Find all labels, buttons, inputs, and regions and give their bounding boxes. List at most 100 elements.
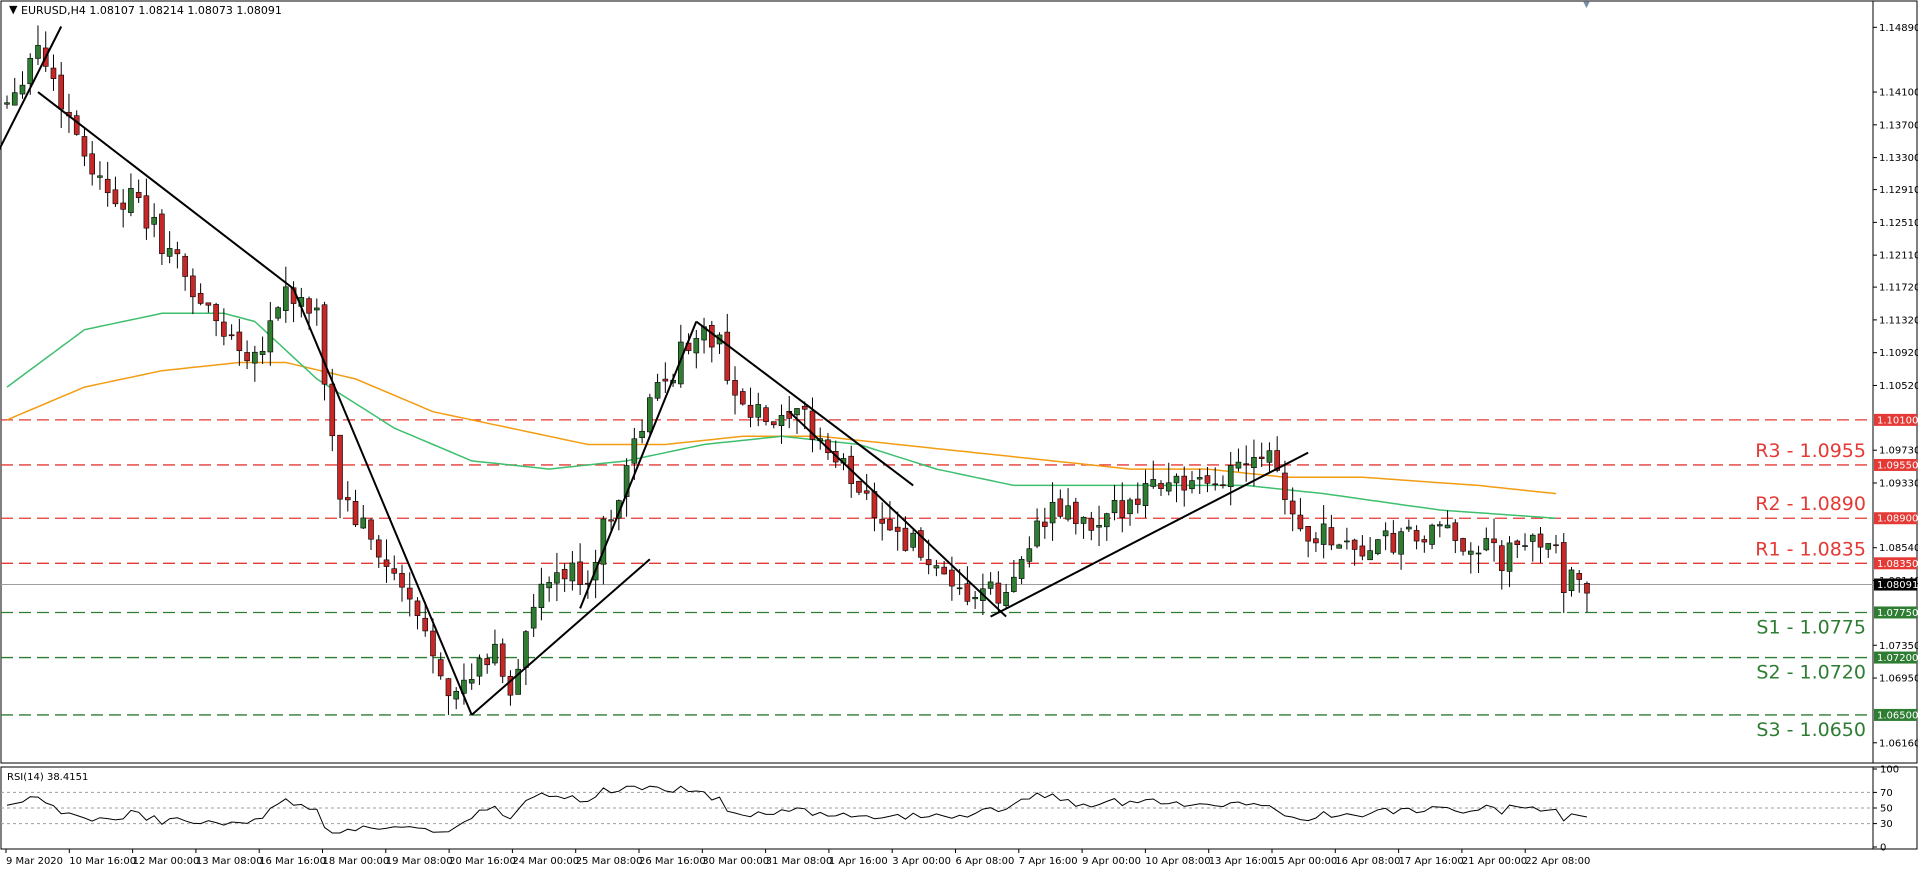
trendline-2[interactable] — [37, 91, 295, 290]
time-tick-label: 9 Apr 00:00 — [1082, 856, 1141, 867]
r2-label: R2 - 1.0890 — [1755, 493, 1866, 515]
level-price-tag — [1874, 651, 1917, 664]
rsi-tick-label: 0 — [1880, 843, 1886, 854]
candle-body — [910, 532, 916, 548]
time-tick-label: 10 Apr 08:00 — [1145, 856, 1210, 867]
candle-body — [1111, 500, 1118, 514]
time-tick-label: 21 Apr 00:00 — [1462, 856, 1527, 867]
price-tick-label: 1.06950 — [1879, 674, 1918, 685]
time-tick-label: 12 Mar 00:00 — [133, 856, 200, 867]
price-tick-label: 1.11720 — [1879, 283, 1918, 294]
candle-body — [1173, 475, 1180, 484]
rsi-tick-label: 50 — [1880, 804, 1893, 815]
current-price-tag — [1874, 578, 1917, 591]
candle-body — [964, 583, 971, 602]
price-tick-label: 1.10520 — [1879, 381, 1918, 392]
trendline-8[interactable] — [990, 451, 1309, 618]
candle-body — [159, 213, 165, 254]
candle-body — [1018, 559, 1025, 579]
level-price-tag-text: 1.06500 — [1877, 710, 1918, 721]
candle-body — [623, 465, 630, 497]
price-tick-label: 1.14890 — [1879, 23, 1918, 34]
candle-body — [352, 501, 359, 526]
candle-body — [1444, 524, 1451, 529]
candle-body — [1088, 518, 1095, 531]
candle-body — [221, 321, 227, 337]
candle-body — [739, 391, 746, 405]
candle-body — [1243, 463, 1249, 466]
time-tick-label: 24 Mar 00:00 — [512, 856, 579, 867]
candle-body — [391, 568, 398, 574]
rsi-tick-label: 100 — [1880, 765, 1899, 776]
level-price-tag — [1874, 606, 1917, 619]
candle-body — [321, 304, 328, 385]
candle-body — [430, 630, 436, 657]
candle-body — [143, 195, 150, 229]
candle-body — [1220, 484, 1226, 487]
candle-body — [561, 568, 568, 580]
price-panel[interactable]: 1.14890 1.14100 1.13700 1.13300 1.12910 1.125… — [0, 0, 1918, 764]
time-tick-label: 9 Mar 2020 — [6, 856, 63, 867]
time-tick-label: 16 Apr 08:00 — [1335, 856, 1400, 867]
candle-body — [182, 255, 188, 277]
level-price-tag-text: 1.07750 — [1877, 608, 1918, 619]
candle-body — [1057, 498, 1064, 517]
trendline-4[interactable] — [471, 558, 651, 716]
candle-body — [616, 500, 622, 519]
candle-body — [1491, 538, 1497, 544]
trendline-5[interactable] — [579, 321, 698, 609]
price-tick-label: 1.13700 — [1879, 120, 1918, 131]
candle-body — [1498, 545, 1505, 571]
candle-body — [236, 331, 243, 352]
level-price-tag — [1874, 458, 1917, 471]
candle-body — [252, 351, 258, 364]
trendline-6[interactable] — [695, 320, 914, 487]
level-price-tag — [1874, 708, 1917, 721]
candle-body — [368, 519, 374, 540]
candle-body — [1034, 520, 1040, 547]
time-tick-label: 13 Apr 16:00 — [1209, 856, 1274, 867]
candle-body — [1413, 530, 1420, 542]
candle-body — [50, 67, 57, 79]
price-tick-label: 1.09730 — [1879, 446, 1918, 457]
level-price-tag-text: 1.10100 — [1877, 415, 1918, 426]
candle-body — [174, 249, 181, 255]
candle-body — [1320, 523, 1327, 545]
shift-marker-icon[interactable]: ▼ — [1583, 0, 1590, 10]
candle-body — [1274, 450, 1280, 471]
candle-body — [507, 675, 514, 696]
candle-body — [1537, 533, 1544, 548]
trendline-1[interactable] — [0, 26, 63, 150]
rsi-tick-label: 70 — [1880, 788, 1893, 799]
header-dropdown-icon[interactable]: ▼ — [9, 3, 18, 16]
candle-body — [445, 678, 452, 697]
candle-body — [492, 643, 498, 664]
time-tick-label: 25 Mar 08:00 — [576, 856, 643, 867]
candle-body — [856, 480, 862, 493]
time-tick-label: 26 Mar 16:00 — [639, 856, 706, 867]
candle-body — [1011, 576, 1017, 592]
candle-body — [267, 320, 274, 353]
rsi-line — [6, 785, 1588, 834]
candle-body — [949, 569, 955, 587]
candle-body — [933, 565, 940, 569]
trendline-3[interactable] — [292, 288, 473, 716]
trendline-7[interactable] — [788, 410, 1007, 618]
level-price-tag-text: 1.08350 — [1877, 559, 1918, 570]
rsi-panel[interactable]: 100 70 50 30 0 RSI(14) 38.4151 — [0, 765, 1918, 854]
candle-body — [1529, 534, 1536, 542]
candle-body — [1406, 526, 1412, 530]
chart-header: ▼ EURUSD,H4 1.08107 1.08214 1.08073 1.08… — [9, 3, 282, 17]
candle-body — [1584, 583, 1590, 594]
candle-body — [1460, 538, 1466, 552]
candle-body — [313, 307, 320, 311]
time-tick-label: 15 Apr 00:00 — [1272, 856, 1337, 867]
candle-body — [763, 407, 769, 422]
candle-body — [228, 334, 235, 337]
candle-body — [166, 248, 173, 257]
rsi-axis-ticks: 100 70 50 30 0 — [1873, 765, 1899, 854]
candle-body — [546, 582, 552, 589]
